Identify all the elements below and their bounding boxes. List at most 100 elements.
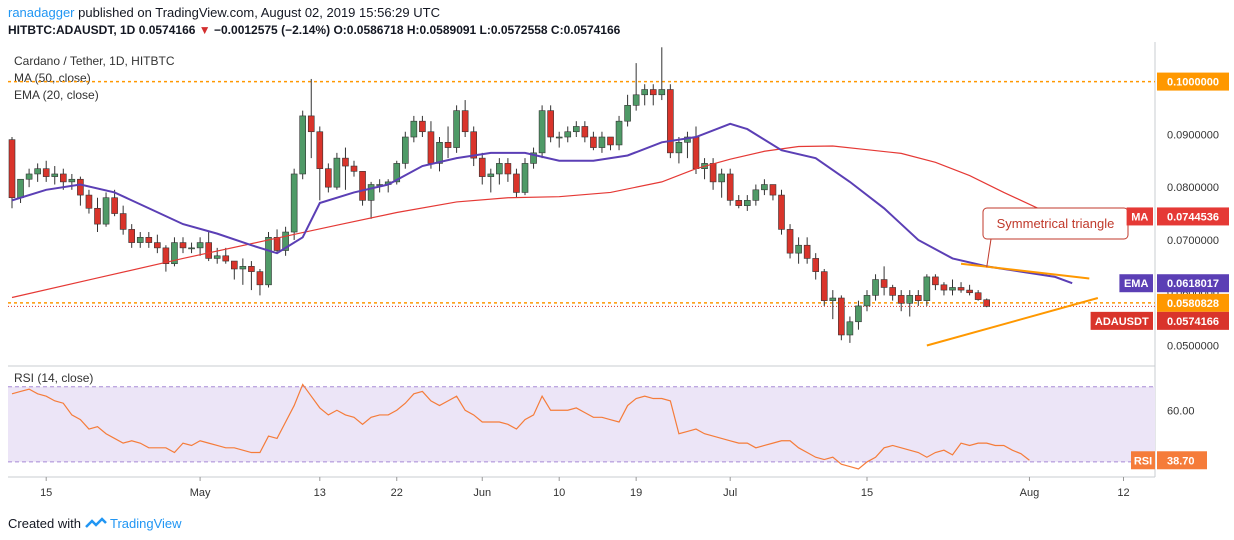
candle-body xyxy=(880,279,888,288)
candle-body xyxy=(25,173,33,180)
candle-body xyxy=(359,171,366,201)
candle-body xyxy=(333,157,341,188)
created-with: Created with xyxy=(8,516,81,531)
triangle-upper-line xyxy=(960,262,1090,280)
candle-body xyxy=(675,141,683,154)
candle-body xyxy=(154,242,161,249)
candle-body xyxy=(487,173,495,177)
rsi-legend: RSI (14, close) xyxy=(14,371,94,385)
rsi-badge-value: 38.70 xyxy=(1167,455,1195,467)
time-axis[interactable]: 15 May 13 22 Jun 10 19 Jul 15 Aug 12 xyxy=(40,477,1130,499)
candle-body xyxy=(607,136,614,146)
tradingview-brand[interactable]: TradingView xyxy=(110,516,182,531)
symbol-line: HITBTC:ADAUSDT, 1D 0.0574166 ▼ −0.001257… xyxy=(8,23,620,37)
candle-body xyxy=(136,237,144,243)
candle-body xyxy=(547,110,554,138)
candle-body xyxy=(350,165,358,172)
candle-body xyxy=(282,231,289,251)
badge-tag xyxy=(1090,311,1153,330)
candle-body xyxy=(265,237,272,286)
candle-body xyxy=(709,163,717,183)
chart-title: Cardano / Tether, 1D, HITBTC xyxy=(14,54,175,68)
candle-body xyxy=(453,110,460,148)
badge-tag xyxy=(1126,207,1153,226)
candle-body xyxy=(470,131,478,159)
time-tick-label: 13 xyxy=(314,487,326,499)
time-tick-label: 22 xyxy=(391,487,403,499)
candle-body xyxy=(615,120,623,146)
candle-body xyxy=(906,295,914,304)
candle-body xyxy=(752,189,760,201)
candle-body xyxy=(667,89,674,154)
time-tick-label: 10 xyxy=(553,487,565,499)
candle-body xyxy=(325,168,332,188)
candle-body xyxy=(983,299,991,307)
candle-body xyxy=(735,200,743,206)
candle-body xyxy=(812,258,820,272)
candle-body xyxy=(444,141,452,148)
candle-body xyxy=(564,131,572,138)
time-tick-label: 19 xyxy=(630,487,642,499)
candle-body xyxy=(769,184,777,196)
candle-body xyxy=(290,173,298,233)
candle-body xyxy=(222,255,230,262)
rsi-badge xyxy=(1157,451,1207,470)
symbol: HITBTC:ADAUSDT, 1D xyxy=(8,23,136,37)
candle-body xyxy=(863,295,871,307)
candle-body xyxy=(316,131,324,169)
time-tick-label: Aug xyxy=(1020,487,1040,499)
candle-body xyxy=(256,271,264,286)
candle-body xyxy=(555,136,563,139)
candle-body xyxy=(914,295,922,301)
candle-body xyxy=(119,213,127,230)
candle-body xyxy=(692,136,700,169)
candle-body xyxy=(461,110,469,133)
time-tick-label: 12 xyxy=(1117,487,1129,499)
candle-body xyxy=(838,297,845,336)
candle-body xyxy=(581,126,589,138)
price-axis[interactable]: 0.1000000 0.0900000 0.0800000 0.0700000 0.06… xyxy=(1090,72,1229,470)
price-tick-label: 0.0500000 xyxy=(1167,341,1219,353)
candle-body xyxy=(102,197,110,225)
price-badge xyxy=(1157,293,1229,312)
candle-body xyxy=(513,173,520,193)
candle-body xyxy=(786,229,794,254)
time-tick-label: Jun xyxy=(473,487,491,499)
time-tick-label: Jul xyxy=(723,487,737,499)
candle-body xyxy=(743,200,751,206)
candle-body xyxy=(718,173,725,183)
candle-body xyxy=(521,163,529,193)
candle-body xyxy=(923,276,931,301)
moving-averages xyxy=(11,122,1073,299)
time-tick-label: 15 xyxy=(861,487,873,499)
triangle-lower-line xyxy=(926,297,1099,347)
price-tick-label: 0.0900000 xyxy=(1167,129,1219,141)
rsi-tick-label: 60.00 xyxy=(1167,405,1195,417)
badge-tag-label: ADAUSDT xyxy=(1095,316,1149,328)
candle-body xyxy=(85,194,93,209)
candle-body xyxy=(649,89,657,96)
candle-body xyxy=(145,237,153,243)
time-tick-label: 15 xyxy=(40,487,52,499)
ema-legend: EMA (20, close) xyxy=(14,88,99,102)
candle-body xyxy=(632,94,640,106)
candle-body xyxy=(427,131,435,164)
candle-body xyxy=(658,89,666,96)
price-tick-label: 0.0800000 xyxy=(1167,182,1219,194)
rsi-panel xyxy=(8,383,1155,470)
resistance-badge-label: 0.1000000 xyxy=(1167,77,1219,89)
last-price: 0.0574166 xyxy=(138,23,196,37)
candle-body xyxy=(342,157,349,167)
publisher-name[interactable]: ranadagger xyxy=(8,5,75,20)
candle-body xyxy=(829,297,837,301)
candle-body xyxy=(940,284,948,291)
candle-body xyxy=(795,244,802,254)
candle-body xyxy=(872,279,879,296)
candle-body xyxy=(196,242,204,249)
candle-body xyxy=(419,120,426,133)
annotation-text: Symmetrical triangle xyxy=(997,216,1115,231)
candle-body xyxy=(34,168,41,175)
rsi-band xyxy=(8,386,1155,462)
candle-body xyxy=(504,163,512,175)
